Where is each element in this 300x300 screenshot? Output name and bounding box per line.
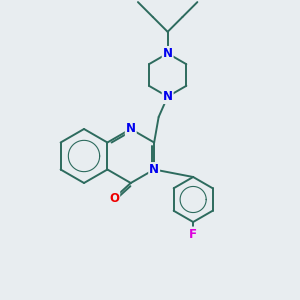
Text: F: F [189, 227, 197, 241]
Text: O: O [109, 191, 119, 205]
Text: N: N [163, 47, 172, 60]
Text: N: N [126, 122, 136, 136]
Text: N: N [149, 163, 159, 176]
Text: N: N [163, 90, 172, 103]
